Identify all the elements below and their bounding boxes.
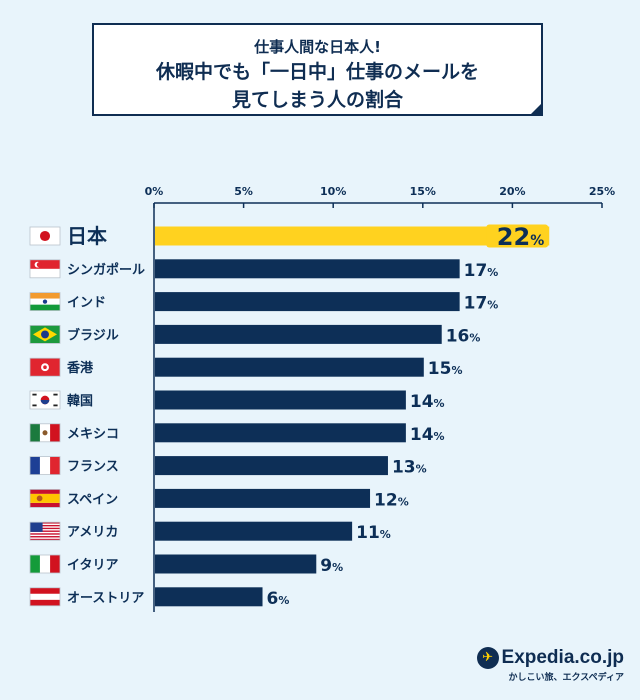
logo-name: Expedia.co.jp xyxy=(501,647,624,668)
italy-flag-icon xyxy=(29,554,61,574)
airplane-globe-icon: ✈ xyxy=(476,647,499,669)
category-label: オーストリア xyxy=(67,591,144,606)
data-label: 16% xyxy=(446,326,481,346)
bar xyxy=(155,488,371,508)
category-label: フランス xyxy=(67,460,119,475)
chart-title-line2: 見てしまう人の割合 xyxy=(231,89,403,111)
category-label: 香港 xyxy=(66,360,94,376)
category-label: シンガポール xyxy=(67,262,145,278)
bar xyxy=(155,357,424,377)
expedia-logo: ✈ Expedia.co.jp かしこい旅、エクスペディア xyxy=(476,647,624,683)
austria-flag-icon xyxy=(29,587,61,607)
title-box: 仕事人間な日本人! 休暇中でも「一日中」仕事のメールを 見てしまう人の割合 xyxy=(92,23,543,116)
x-tick-label: 5% xyxy=(234,185,253,198)
bar xyxy=(155,259,460,279)
category-label: ブラジル xyxy=(67,327,119,343)
usa-flag-icon xyxy=(29,521,61,541)
bar xyxy=(155,587,263,607)
data-label: 14% xyxy=(410,392,445,412)
brazil-flag-icon xyxy=(29,324,61,344)
chart-title-line1: 休暇中でも「一日中」仕事のメールを xyxy=(155,61,479,83)
category-label: メキシコ xyxy=(67,427,119,442)
category-label: 韓国 xyxy=(67,393,93,409)
bar xyxy=(155,521,353,541)
data-label: 17% xyxy=(464,261,499,281)
category-label: イタリア xyxy=(67,558,118,573)
x-tick-label: 10% xyxy=(320,185,346,198)
data-label: 14% xyxy=(410,425,445,445)
india-flag-icon xyxy=(29,292,61,312)
x-tick-label: 15% xyxy=(410,185,436,198)
x-tick-label: 0% xyxy=(145,185,164,198)
bar xyxy=(155,324,442,344)
bar xyxy=(155,554,317,574)
category-label: 日本 xyxy=(67,224,107,248)
mexico-flag-icon xyxy=(29,423,61,443)
korea-flag-icon xyxy=(29,390,61,410)
spain-flag-icon xyxy=(29,488,61,508)
bar xyxy=(155,390,406,410)
france-flag-icon xyxy=(29,456,61,476)
category-label: スペイン xyxy=(67,492,118,507)
hongkong-flag-icon xyxy=(29,357,61,377)
category-label: アメリカ xyxy=(67,525,118,540)
highlight-value-bg xyxy=(486,224,549,248)
singapore-flag-icon xyxy=(29,259,61,279)
data-label: 13% xyxy=(392,458,427,478)
category-label: インド xyxy=(67,296,106,311)
x-tick-label: 25% xyxy=(589,185,615,198)
data-label: 15% xyxy=(428,359,463,379)
japan-flag-icon xyxy=(29,226,61,246)
bar xyxy=(155,292,460,312)
x-tick-label: 20% xyxy=(499,185,525,198)
data-label: 9% xyxy=(320,556,343,576)
bar xyxy=(155,226,550,246)
chart-subtitle: 仕事人間な日本人! xyxy=(254,38,381,56)
bar xyxy=(155,456,388,476)
data-label: 17% xyxy=(464,294,499,314)
logo-tagline: かしこい旅、エクスペディア xyxy=(508,673,624,683)
data-label: 12% xyxy=(374,490,409,510)
data-label: 11% xyxy=(356,523,391,543)
bar xyxy=(155,423,406,443)
data-label: 6% xyxy=(267,589,290,609)
